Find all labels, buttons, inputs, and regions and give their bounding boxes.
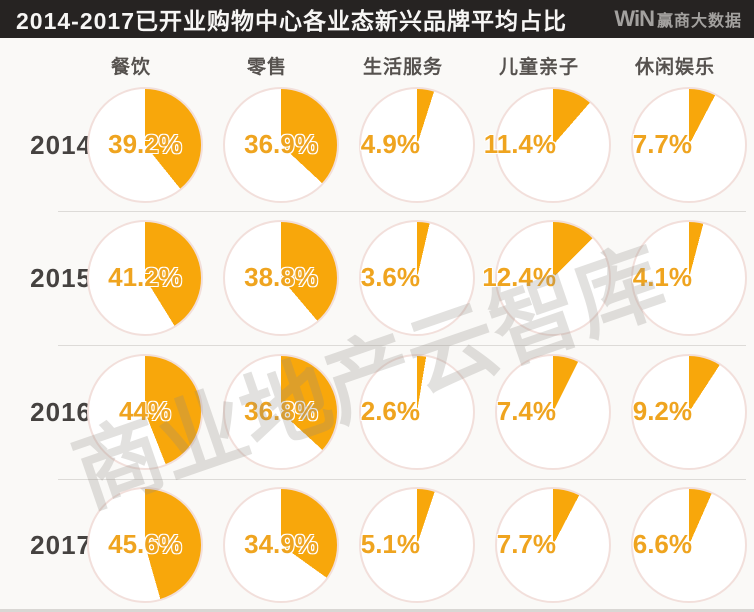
pct-label-2015-3: 3.6% [360,262,420,292]
year-label-2014: 2014 [30,130,92,160]
pct-label-2015-4: 12.4% [482,262,556,292]
pct-label-2016-3: 2.6% [360,396,420,426]
column-header-1: 餐饮 [110,57,151,78]
pct-label-2016-4: 7.4% [496,396,556,426]
pie-2015-5 [631,220,747,336]
column-header-5: 休闲娱乐 [634,57,715,78]
year-label-2017: 2017 [30,530,92,560]
pct-label-2016-1: 44% [118,396,172,426]
pie-2015-4 [495,220,611,336]
year-label-2016: 2016 [30,397,92,427]
pie-2014-2 [223,87,339,203]
pie-2017-2 [223,487,339,603]
pct-label-2014-2: 36.9% [244,129,318,159]
pie-2016-1 [87,354,203,470]
pie-2014-3 [359,87,475,203]
bottom-divider [0,609,754,612]
pct-label-2014-3: 4.9% [360,129,420,159]
pie-2017-1 [87,487,203,603]
column-header-4: 儿童亲子 [498,57,579,78]
pct-label-2017-5: 6.6% [632,529,692,559]
pie-2017-4 [495,487,611,603]
pie-2016-4 [495,354,611,470]
column-header-3: 生活服务 [362,57,443,78]
column-header-2: 零售 [246,57,287,78]
pie-2016-5 [631,354,747,470]
win-logo-mark: WiN [614,6,655,31]
pie-2015-1 [87,220,203,336]
title-bar: 2014-2017已开业购物中心各业态新兴品牌平均占比 WiN 赢商大数据 [0,0,754,38]
pct-label-2016-2: 36.8% [244,396,318,426]
row-divider-3 [58,479,746,480]
pie-2015-3 [359,220,475,336]
row-divider-2 [58,345,746,346]
win-logo-text: 赢商大数据 [656,13,742,30]
page-title: 2014-2017已开业购物中心各业态新兴品牌平均占比 [16,8,567,34]
pct-label-2014-4: 11.4% [483,129,556,159]
pie-2017-3 [359,487,475,603]
pct-label-2017-3: 5.1% [360,529,420,559]
pct-label-2017-4: 7.7% [496,529,556,559]
pie-2016-2 [223,354,339,470]
pie-2014-1 [87,87,203,203]
row-divider-1 [58,211,746,212]
pie-2017-5 [631,487,747,603]
pct-label-2015-2: 38.8% [244,262,318,292]
pct-label-2014-1: 39.2% [108,129,182,159]
pct-label-2014-5: 7.7% [632,129,692,159]
pie-2015-2 [223,220,339,336]
year-label-2015: 2015 [30,263,92,293]
pct-label-2015-1: 41.2% [108,262,182,292]
pct-label-2015-5: 4.1% [632,262,692,292]
win-logo: WiN 赢商大数据 [614,6,742,32]
pct-label-2017-1: 45.6% [108,529,182,559]
pct-label-2017-2: 34.9% [244,529,318,559]
pie-2016-3 [359,354,475,470]
pie-2014-4 [495,87,611,203]
pie-2014-5 [631,87,747,203]
pct-label-2016-5: 9.2% [632,396,692,426]
